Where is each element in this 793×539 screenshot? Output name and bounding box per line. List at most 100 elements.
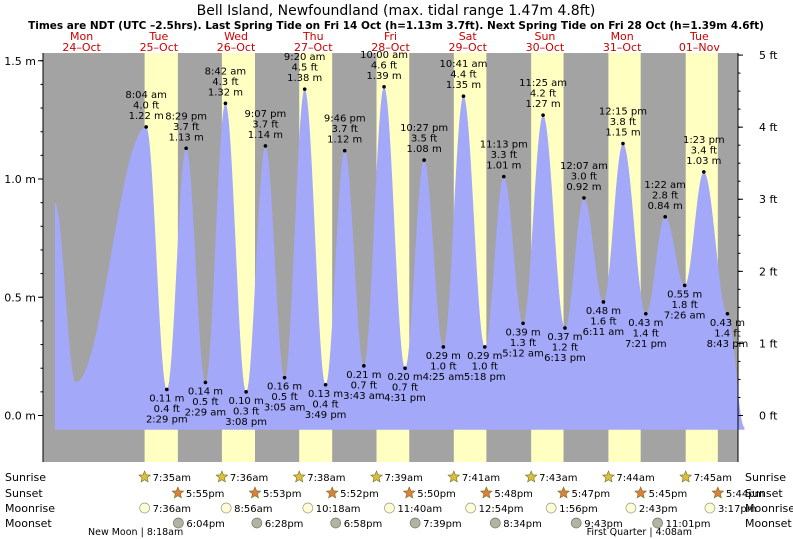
high-tide-point [223,101,228,106]
low-tide-point [362,364,366,368]
moonrise-icon [302,502,314,514]
sunset-time: 5:47pm [572,489,611,500]
moonrise-time: 8:56am [234,504,272,515]
moonrise-icon [384,502,395,514]
day-name: Mon [611,30,634,43]
moonrise-icon [704,502,716,514]
sunrise-icon [524,470,538,483]
low-tide-time: 3:43 am [343,391,385,402]
low-tide-ft: 0.5 ft [192,397,218,408]
row-label-left: Sunrise [5,471,46,484]
day-date: 31–Oct [603,41,642,54]
day-labels: Mon24–OctTue25–OctWed26–OctThu27–OctFri2… [62,30,720,54]
high-tide-m: 1.13 m [169,132,204,143]
sunset-time: 5:44pm [726,489,765,500]
sunrise-icon [292,470,306,483]
sunset-time: 5:50pm [417,489,456,500]
sunrise-time: 7:43am [539,473,577,484]
moonrise-icon [139,502,151,514]
high-tide-time: 8:42 am [205,66,247,77]
high-tide-point [502,174,506,179]
low-tide-time: 7:21 pm [625,339,667,350]
low-tide-time: 8:43 pm [707,339,749,350]
day-name: Tue [689,30,709,43]
sun-moon-table: Sunrise Sunrise Sunset Sunset Moonrise Moonri… [5,470,793,538]
high-tide-time: 8:29 pm [165,111,207,122]
low-tide-m: 0.11 m [149,393,184,404]
high-tide-m: 1.08 m [407,144,442,155]
sunset-icon [171,486,185,499]
high-tide-ft: 3.8 ft [610,117,636,128]
high-tide-point [422,158,426,162]
high-tide-ft: 3.3 ft [491,150,517,161]
low-tide-time: 5:18 pm [464,372,506,383]
high-tide-ft: 3.0 ft [571,171,597,182]
sunrise-time: 7:35am [153,473,191,484]
high-tide-ft: 4.6 ft [371,60,397,71]
low-tide-ft: 0.5 ft [271,392,297,403]
sunrise-icon [447,470,461,483]
moonset-time: 7:39pm [423,519,462,530]
moonrise-icon [220,502,232,514]
low-tide-m: 0.10 m [229,396,264,407]
moonrise-time: 1:56pm [559,504,598,515]
high-tide-m: 0.92 m [566,182,601,193]
high-tide-point [541,113,545,117]
sunrise-time: 7:45am [694,473,732,484]
moonrise-time: 3:17pm [718,504,757,515]
row-label-right: Moonset [745,517,792,530]
low-tide-point [682,283,687,288]
sunrise-icon [215,470,229,483]
low-tide-time: 5:12 am [502,348,544,359]
chart-subtitle: Times are NDT (UTC –2.5hrs). Last Spring… [28,20,764,32]
low-tide-m: 0.14 m [188,386,223,397]
moonrise-time: 2:43pm [639,504,678,515]
sunset-icon [402,486,416,499]
moonset-icon [173,517,184,529]
low-tide-time: 4:25 am [423,372,465,383]
row-label-right: Sunset [745,487,783,500]
low-tide-m: 0.16 m [267,382,302,393]
low-tide-point [282,375,287,380]
sunset-time: 5:52pm [340,489,379,500]
day-name: Fri [384,30,397,43]
y-tick-label-ft: 0 ft [759,410,778,423]
moonset-time: 6:28pm [265,519,304,530]
low-tide-point [441,345,446,349]
moonset-time: 6:58pm [344,519,383,530]
tide-area [54,86,745,430]
low-tide-time: 3:08 pm [225,417,267,428]
low-tide-point [521,321,525,326]
high-tide-ft: 3.7 ft [252,119,278,130]
day-date: 29–Oct [448,41,487,54]
low-tide-m: 0.43 m [710,318,745,329]
high-tide-ft: 3.4 ft [691,145,717,156]
moonrise-time: 11:40am [397,504,442,515]
low-tide-time: 3:49 pm [305,410,347,421]
day-date: 28–Oct [371,41,410,54]
tide-curve [54,86,745,430]
sunset-icon [325,486,339,499]
moonset-icon [330,517,342,529]
high-tide-time: 10:00 am [360,50,408,61]
day-date: 27–Oct [294,41,333,54]
y-tick-label-m: 1.0 m [4,173,36,186]
y-tick-label-ft: 4 ft [759,121,778,134]
y-tick-label-m: 1.5 m [4,55,36,68]
moonset-icon [570,517,582,529]
high-tide-point [302,87,307,91]
high-tide-time: 11:13 pm [480,140,528,151]
high-tide-time: 10:41 am [440,59,488,70]
high-tide-m: 1.12 m [327,135,362,146]
low-tide-ft: 1.4 ft [714,328,740,339]
y-tick-label-ft: 3 ft [759,193,778,206]
sunrise-icon [370,470,383,483]
moonset-time: 8:34pm [503,519,542,530]
low-tide-time: 3:05 am [264,403,306,414]
high-tide-m: 1.39 m [366,71,401,82]
moonset-time: 9:43pm [584,519,623,530]
high-tide-ft: 3.7 ft [173,122,199,133]
low-tide-ft: 0.7 ft [351,380,377,391]
low-tide-m: 0.29 m [467,351,502,362]
